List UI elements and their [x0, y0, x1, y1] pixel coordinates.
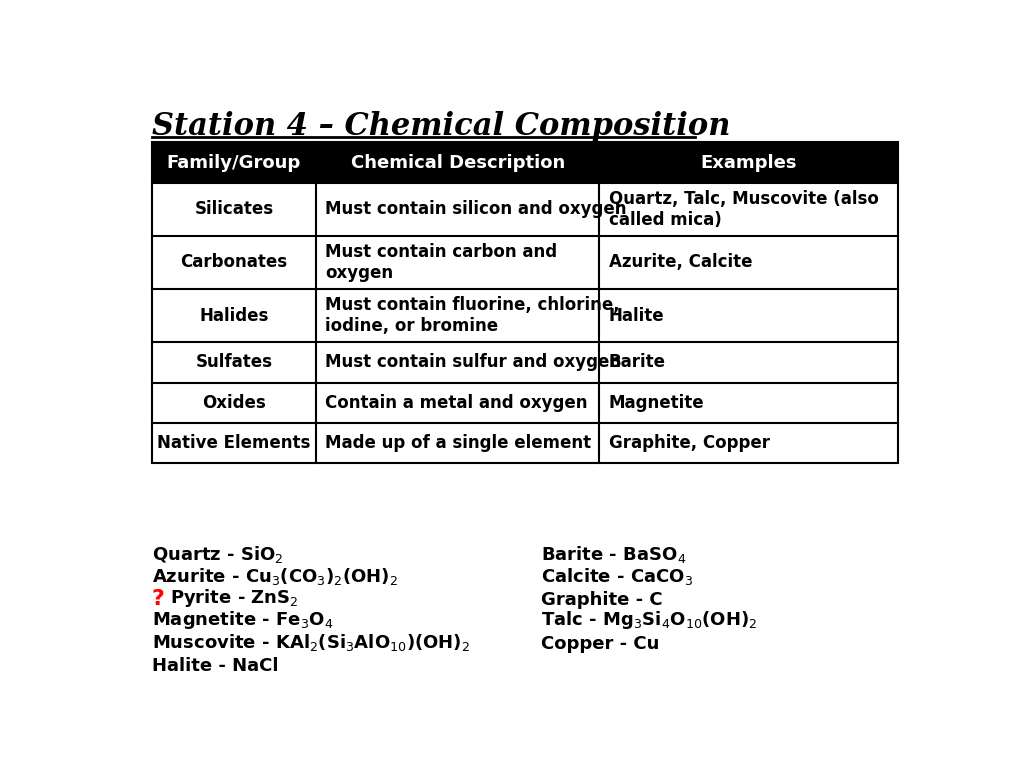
Bar [152, 289, 898, 343]
Text: Sulfates: Sulfates [196, 353, 272, 372]
Text: Oxides: Oxides [202, 394, 266, 412]
Text: Must contain carbon and
oxygen: Must contain carbon and oxygen [326, 243, 558, 282]
Text: Pyrite - ZnS$_2$: Pyrite - ZnS$_2$ [170, 587, 299, 609]
Text: Graphite - C: Graphite - C [541, 591, 663, 609]
Bar [152, 422, 898, 463]
Text: Muscovite - KAl$_2$(Si$_3$AlO$_{10}$)(OH)$_2$: Muscovite - KAl$_2$(Si$_3$AlO$_{10}$)(OH… [152, 632, 470, 653]
Bar [152, 142, 898, 463]
Text: Barite - BaSO$_4$: Barite - BaSO$_4$ [541, 545, 686, 565]
Text: Talc - Mg$_3$Si$_4$O$_{10}$(OH)$_2$: Talc - Mg$_3$Si$_4$O$_{10}$(OH)$_2$ [541, 609, 757, 631]
Text: Quartz, Talc, Muscovite (also
called mica): Quartz, Talc, Muscovite (also called mic… [609, 190, 879, 229]
Text: Must contain silicon and oxygen: Must contain silicon and oxygen [326, 200, 627, 218]
Text: Barite: Barite [609, 353, 666, 372]
Text: Carbonates: Carbonates [180, 253, 288, 271]
Text: Halite: Halite [609, 306, 665, 325]
Text: Halides: Halides [200, 306, 268, 325]
Text: Quartz - SiO$_2$: Quartz - SiO$_2$ [152, 545, 284, 565]
Text: Azurite, Calcite: Azurite, Calcite [609, 253, 753, 271]
Text: Halite - NaCl: Halite - NaCl [152, 657, 279, 674]
Text: ?: ? [152, 589, 165, 609]
Bar [152, 382, 898, 422]
Text: Magnetite: Magnetite [609, 394, 705, 412]
Text: Must contain sulfur and oxygen: Must contain sulfur and oxygen [326, 353, 622, 372]
Bar [152, 183, 898, 236]
Text: Copper - Cu: Copper - Cu [541, 635, 659, 653]
Text: Calcite - CaCO$_3$: Calcite - CaCO$_3$ [541, 566, 693, 587]
Bar [152, 142, 898, 183]
Text: Graphite, Copper: Graphite, Copper [609, 434, 770, 452]
Text: Made up of a single element: Made up of a single element [326, 434, 592, 452]
Bar [152, 343, 898, 382]
Text: Must contain fluorine, chlorine,
iodine, or bromine: Must contain fluorine, chlorine, iodine,… [326, 296, 621, 335]
Text: Family/Group: Family/Group [167, 154, 301, 171]
Text: Magnetite - Fe$_3$O$_4$: Magnetite - Fe$_3$O$_4$ [152, 609, 333, 631]
Text: Silicates: Silicates [195, 200, 273, 218]
Text: Examples: Examples [700, 154, 797, 171]
Bar [152, 236, 898, 289]
Text: Native Elements: Native Elements [157, 434, 310, 452]
Text: Azurite - Cu$_3$(CO$_3$)$_2$(OH)$_2$: Azurite - Cu$_3$(CO$_3$)$_2$(OH)$_2$ [152, 566, 397, 587]
Text: Chemical Description: Chemical Description [350, 154, 565, 171]
Text: Station 4 – Chemical Composition: Station 4 – Chemical Composition [152, 111, 730, 142]
Text: Contain a metal and oxygen: Contain a metal and oxygen [326, 394, 588, 412]
